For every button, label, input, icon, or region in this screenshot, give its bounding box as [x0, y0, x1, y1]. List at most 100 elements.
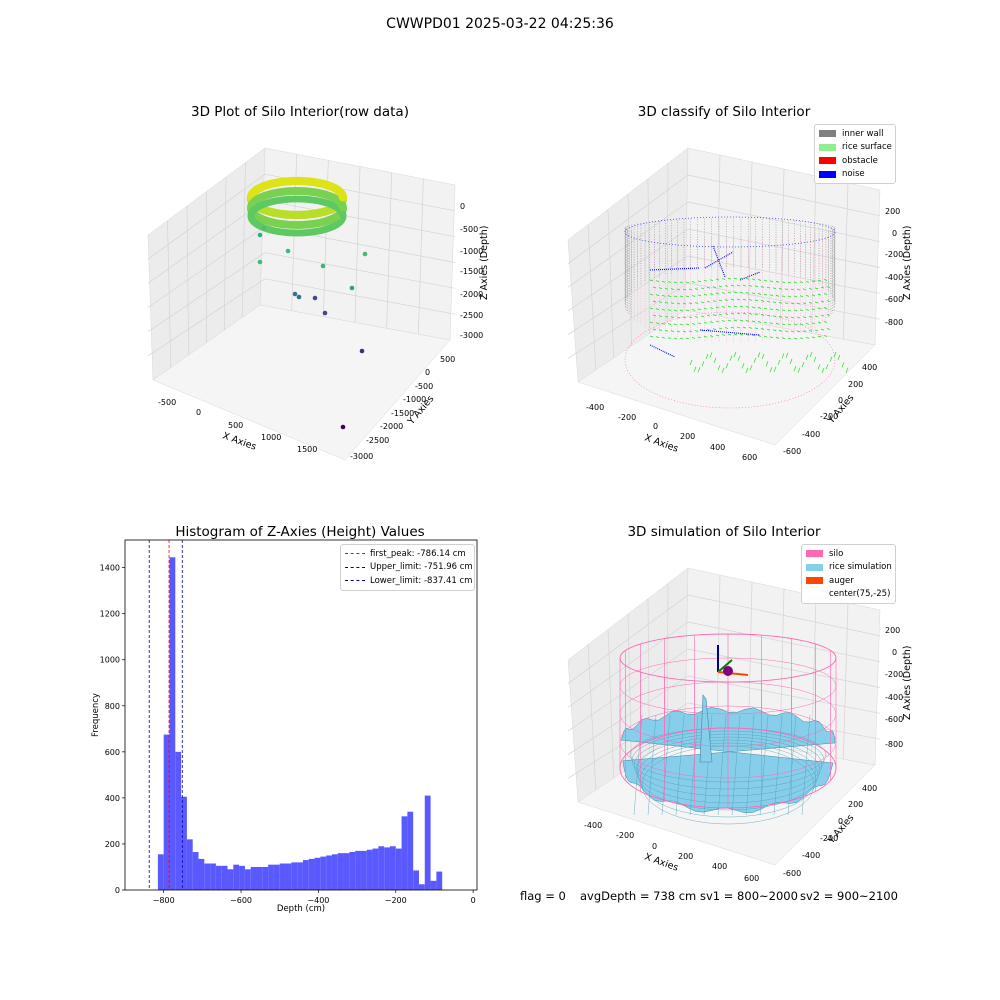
rice-surface-point [688, 302, 693, 305]
rice-surface-point [733, 351, 737, 358]
silo-bottom [624, 311, 836, 409]
rice-surface-point [652, 328, 657, 331]
histogram-reference-lines [148, 540, 183, 890]
rice-surface-point [709, 335, 714, 337]
p2-ytick: 0 [838, 396, 843, 405]
rice-surface-point [805, 294, 810, 297]
rice-surface-point [701, 360, 705, 367]
rice-surface-point [721, 367, 725, 374]
rice-surface-point [691, 323, 696, 325]
rice-surface-point [754, 285, 759, 288]
rice-surface-point [805, 354, 809, 360]
rice-surface-point [736, 312, 741, 315]
rice-surface-point [778, 301, 783, 304]
y-tick-label: 800 [105, 702, 120, 711]
data-point [349, 285, 355, 291]
rice-surface-point [697, 280, 702, 283]
rice-surface-point [793, 281, 798, 284]
legend-item: noise [819, 168, 891, 182]
y-tick-label: 200 [105, 840, 120, 849]
p2-xtick: 400 [710, 443, 725, 452]
legend-item: auger [806, 574, 891, 588]
p2-xtick: -200 [618, 413, 636, 422]
rice-surface-point [809, 351, 813, 358]
rice-surface-point [667, 295, 672, 298]
rice-surface-point [775, 280, 780, 283]
rice-surface-point [826, 314, 831, 316]
rice-surface-point [691, 309, 696, 311]
histogram-bar [181, 796, 187, 890]
grid-line [567, 675, 689, 755]
panel1-title: 3D Plot of Silo Interior(row data) [191, 104, 409, 120]
legend-line [345, 580, 365, 582]
rice-surface-point [781, 309, 786, 312]
rice-surface-point [691, 281, 696, 283]
rice-surface-point [703, 335, 708, 338]
rice-surface-point [693, 366, 697, 372]
rice-surface-point [790, 316, 795, 319]
rice-surface-point [811, 322, 816, 325]
rice-surface-point [784, 302, 789, 305]
surface-mesh-line [787, 714, 797, 816]
noise-point [704, 251, 734, 269]
rice-surface-point [700, 301, 705, 304]
rice-surface-point [712, 314, 717, 316]
rice-surface-point [733, 319, 738, 322]
auger-center [723, 666, 733, 676]
grid-line [687, 621, 881, 663]
rice-surface-point [676, 330, 681, 333]
rice-surface-point [733, 291, 738, 294]
rice-surface-point [688, 330, 693, 333]
rice-surface-point [655, 294, 660, 297]
rice-surface-point [760, 328, 765, 330]
rice-surface-point [724, 285, 729, 287]
rice-surface-point [811, 294, 816, 297]
silo-ring [619, 705, 837, 779]
rice-surface-point [814, 287, 819, 290]
rice-surface-point [745, 277, 750, 280]
p2-ztick: 200 [885, 207, 900, 216]
p2-ytick: -400 [802, 430, 820, 439]
rice-surface-point [658, 287, 663, 290]
rice-surface-point [661, 294, 666, 297]
rice-surface-point [676, 302, 681, 305]
rice-surface-point [679, 295, 684, 298]
rice-surface-point [679, 337, 684, 340]
p4-xtick: -200 [616, 831, 634, 840]
rice-surface-point [784, 330, 789, 333]
legend-label: obstacle [842, 155, 878, 166]
p4-ytick: -400 [802, 851, 820, 860]
p2-xtick: 200 [680, 432, 695, 441]
grid-line [186, 205, 190, 356]
y-tick-label: 400 [105, 794, 120, 803]
legend-patch [806, 550, 823, 558]
rice-surface-point [667, 337, 672, 340]
grid-line [607, 209, 615, 359]
rice-surface-point [814, 301, 819, 304]
rice-surface-point [781, 295, 786, 298]
grid-line [607, 629, 615, 779]
grid-line [587, 644, 597, 791]
rice-surface-point [706, 300, 711, 303]
rice-surface-point [802, 330, 807, 333]
grid-line [687, 228, 881, 268]
histogram-bar [314, 857, 321, 890]
rice-surface-point [691, 337, 696, 339]
rice-surface-point [775, 308, 780, 311]
rice-surface-point [754, 327, 759, 330]
rice-surface-point [679, 281, 684, 284]
p4-ytick: 0 [838, 817, 843, 826]
rice-surface-point [817, 307, 822, 310]
rice-surface-point [811, 336, 816, 339]
rice-surface-point [694, 330, 699, 332]
rice-surface-point [694, 288, 699, 290]
rice-surface-point [682, 288, 687, 291]
rice-surface-point [697, 367, 701, 373]
rice-surface-point [718, 285, 723, 288]
p1-ztick: -500 [460, 225, 478, 234]
panel4-title: 3D simulation of Silo Interior [627, 524, 821, 540]
p1-xtick: 500 [228, 421, 243, 430]
rice-surface-point [772, 315, 777, 318]
rice-surface-point [727, 319, 732, 322]
rice-surface-point [712, 286, 717, 288]
